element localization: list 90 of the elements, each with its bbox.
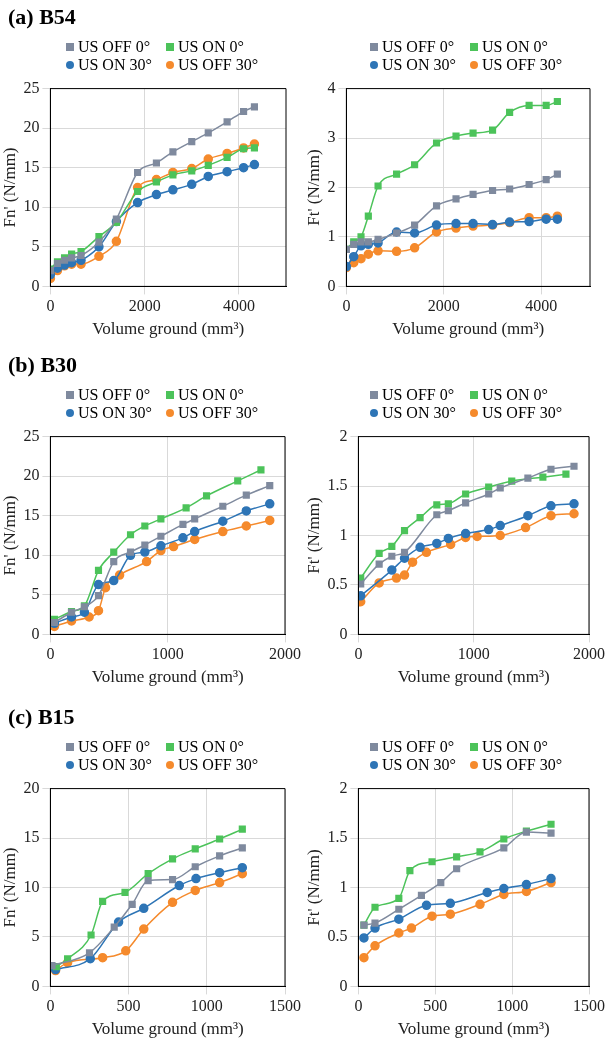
y-tick-label: 15 [23,828,40,846]
y-tick-label: 20 [23,778,40,796]
y-axis-title: Fn' (N/mm) [0,495,19,576]
legend-label: US ON 30° [381,404,456,422]
y-tick-label: 0 [31,976,40,994]
legend-label: US OFF 0° [77,38,151,56]
x-tick-label: 0 [354,997,363,1015]
x-tick-label: 4000 [525,297,558,315]
x-tick-label: 0 [46,645,55,663]
x-tick-label: 1000 [496,997,529,1015]
x-axis-title: Volume ground (mm³) [397,667,550,687]
legend-label: US ON 0° [481,386,548,404]
legend-label: US ON 0° [481,38,548,56]
legend-label: US ON 30° [381,56,456,74]
chart-title: (b) B30 [7,351,79,379]
legend-label: US ON 30° [77,404,152,422]
y-tick-label: 10 [23,545,40,563]
x-tick-label: 1500 [573,997,605,1015]
x-tick-label: 0 [46,997,55,1015]
legend-label: US OFF 30° [177,56,259,74]
legend-label: US ON 0° [177,38,244,56]
legend-label: US ON 0° [177,738,244,756]
y-tick-label: 2 [327,177,336,195]
x-tick-label: 4000 [222,297,255,315]
x-tick-label: 2000 [128,297,161,315]
legend-label: US ON 0° [177,386,244,404]
legend-label: US ON 30° [381,756,456,774]
y-tick-label: 1 [339,877,348,895]
y-tick-label: 10 [23,197,40,215]
legend-label: US OFF 0° [77,738,151,756]
x-axis-title: Volume ground (mm³) [91,1019,244,1039]
x-tick-label: 0 [46,297,55,315]
x-tick-label: 2000 [427,297,460,315]
y-tick-label: 3 [327,128,336,146]
legend-label: US OFF 0° [77,386,151,404]
legend-label: US OFF 0° [381,386,455,404]
legend-label: US OFF 30° [481,56,563,74]
y-tick-label: 15 [23,157,40,175]
legend-label: US OFF 0° [381,38,455,56]
y-axis-title: Ft' (N/mm) [303,149,323,226]
y-tick-label: 0.5 [327,575,348,593]
y-tick-label: 5 [31,585,40,603]
x-axis-title: Volume ground (mm³) [91,667,244,687]
legend-label: US ON 0° [481,738,548,756]
y-tick-label: 15 [23,505,40,523]
y-axis-title: Fn' (N/mm) [0,147,19,228]
y-tick-label: 0 [339,976,348,994]
y-tick-label: 2 [339,778,348,796]
y-tick-label: 20 [23,118,40,136]
x-tick-label: 2000 [573,645,605,663]
y-tick-label: 0.5 [327,927,348,945]
legend-label: US OFF 30° [177,756,259,774]
y-tick-label: 1.5 [327,476,348,494]
x-axis-title: Volume ground (mm³) [92,319,245,339]
y-tick-label: 2 [339,426,348,444]
y-tick-label: 5 [31,927,40,945]
y-tick-label: 0 [31,624,40,642]
y-axis-title: Ft' (N/mm) [303,497,323,574]
y-tick-label: 0 [31,276,40,294]
y-tick-label: 20 [23,466,40,484]
x-tick-label: 1000 [190,997,223,1015]
chart-title: (a) B54 [7,3,77,31]
legend-label: US OFF 30° [481,756,563,774]
y-tick-label: 25 [23,426,40,444]
y-tick-label: 4 [327,78,336,96]
legend-label: US OFF 30° [177,404,259,422]
y-axis-title: Fn' (N/mm) [0,847,19,928]
y-tick-label: 5 [31,237,40,255]
x-tick-label: 0 [354,645,363,663]
y-tick-label: 1 [339,525,348,543]
y-tick-label: 25 [23,78,40,96]
y-tick-label: 0 [339,624,348,642]
legend-label: US OFF 30° [481,404,563,422]
x-axis-title: Volume ground (mm³) [392,319,545,339]
x-tick-label: 500 [116,997,141,1015]
y-tick-label: 1.5 [327,828,348,846]
legend-label: US OFF 0° [381,738,455,756]
legend-label: US ON 30° [77,756,152,774]
legend-label: US ON 30° [77,56,152,74]
x-axis-title: Volume ground (mm³) [397,1019,550,1039]
x-tick-label: 2000 [269,645,301,663]
x-tick-label: 1000 [151,645,184,663]
chart-title: (c) B15 [7,703,76,731]
y-tick-label: 1 [327,227,336,245]
x-tick-label: 1000 [457,645,490,663]
x-tick-label: 500 [423,997,448,1015]
y-tick-label: 10 [23,877,40,895]
x-tick-label: 1500 [269,997,301,1015]
y-axis-title: Ft' (N/mm) [303,849,323,926]
y-tick-label: 0 [327,276,336,294]
